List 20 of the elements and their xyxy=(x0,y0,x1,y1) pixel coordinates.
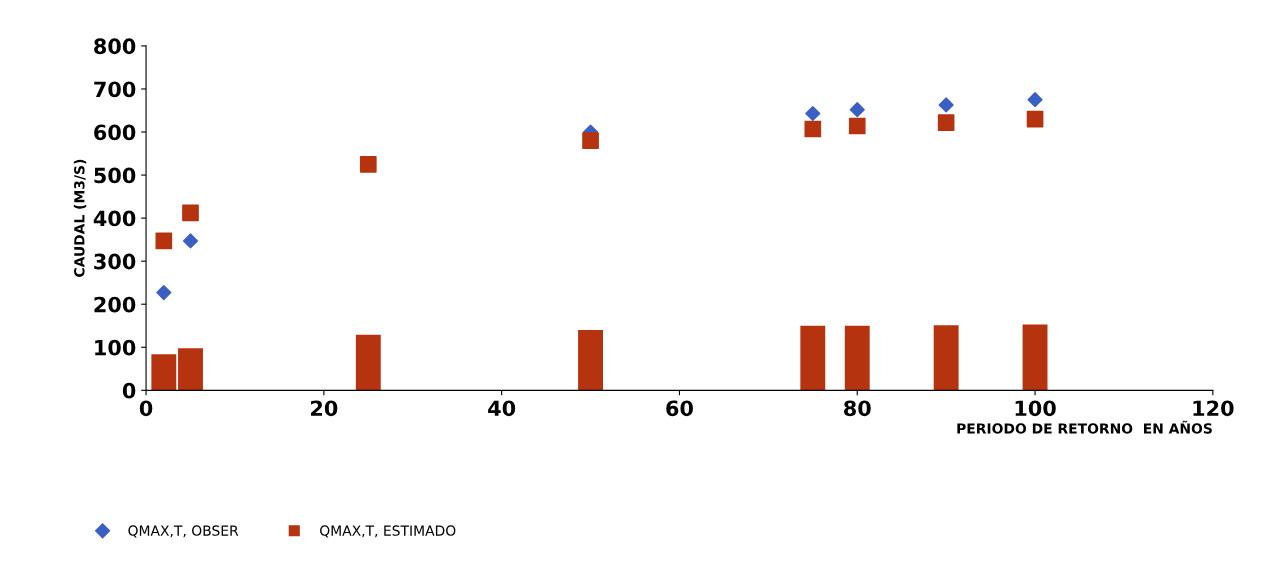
legend-label: QMAX,T, ESTIMADO xyxy=(320,525,456,538)
y-tick-label: 600 xyxy=(94,124,136,141)
y-tick-label: 800 xyxy=(94,38,136,55)
y-axis-title: CAUDAL (M3/S) xyxy=(73,159,87,277)
x-axis-title: PERIODO DE RETORNO EN AÑOS xyxy=(957,420,1212,434)
legend-label: QMAX,T, OBSER xyxy=(128,525,239,538)
y-tick-label: 700 xyxy=(94,81,136,98)
y-tick-label: 400 xyxy=(93,210,136,227)
x-tick-label: 60 xyxy=(666,400,693,417)
x-tick-label: 120 xyxy=(1193,400,1234,417)
y-tick-label: 0 xyxy=(122,382,136,399)
x-tick-label: 20 xyxy=(311,400,338,417)
x-tick-label: 80 xyxy=(844,400,871,417)
x-tick-label: 40 xyxy=(488,400,516,417)
y-tick-label: 300 xyxy=(94,253,136,270)
y-tick-label: 200 xyxy=(94,296,136,313)
y-tick-label: 100 xyxy=(95,339,136,356)
x-tick-label: 100 xyxy=(1015,400,1056,417)
y-tick-label: 500 xyxy=(94,167,136,184)
x-tick-label: 0 xyxy=(139,400,153,417)
